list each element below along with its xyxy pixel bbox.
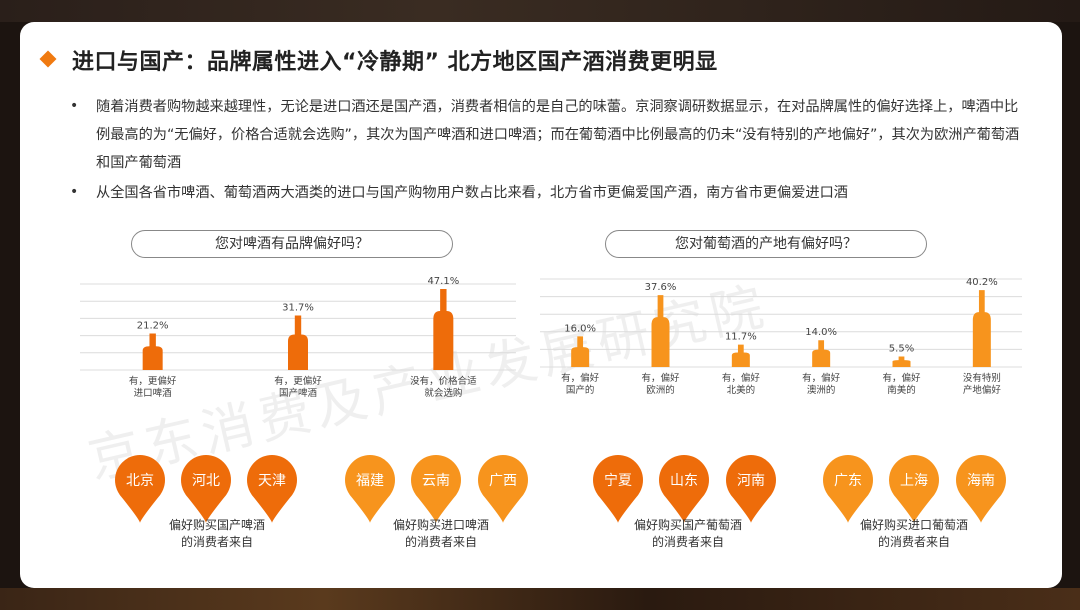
city-label: 广西 <box>489 473 517 489</box>
category-label: 有，偏好 <box>561 372 600 384</box>
data-label: 31.7% <box>282 302 314 313</box>
category-label: 进口啤酒 <box>134 387 173 399</box>
pin-group-caption: 的消费者来自 <box>181 534 253 549</box>
data-label: 14.0% <box>805 327 837 338</box>
category-label: 国产啤酒 <box>279 387 318 399</box>
slide-title: 进口与国产：品牌属性进入“冷静期” 北方地区国产酒消费更明显 <box>72 50 718 75</box>
data-label: 16.0% <box>564 323 596 334</box>
category-label: 北美的 <box>727 384 756 396</box>
bottle-bar-1-4 <box>892 356 911 367</box>
data-label: 5.5% <box>889 343 914 354</box>
city-label: 上海 <box>900 473 928 489</box>
bullet-text-2: 从全国各省市啤酒、葡萄酒两大酒类的进口与国产购物用户数占比来看，北方省市更偏爱国… <box>96 185 848 201</box>
category-label: 产地偏好 <box>963 384 1002 396</box>
category-label: 有，更偏好 <box>274 375 322 387</box>
category-label: 有，偏好 <box>722 372 761 384</box>
map-pin-icon <box>956 455 1006 505</box>
map-pin-icon <box>247 455 297 505</box>
city-label: 河北 <box>192 473 220 489</box>
city-label: 海南 <box>967 473 995 489</box>
bullet-dot-icon: • <box>70 184 79 200</box>
map-pin-icon <box>478 455 528 505</box>
bottle-bar-1-5 <box>972 290 991 367</box>
category-label: 有，偏好 <box>802 372 841 384</box>
map-pin-icon <box>181 455 231 505</box>
map-pin-icon <box>345 455 395 505</box>
city-label: 福建 <box>356 473 384 489</box>
wine-chart-title: 您对葡萄酒的产地有偏好吗？ <box>605 230 927 258</box>
pin-group-caption: 偏好购买国产啤酒 <box>169 517 265 532</box>
bottle-bar-0-0 <box>142 333 163 370</box>
category-label: 南美的 <box>887 384 916 396</box>
category-label: 澳洲的 <box>807 384 836 396</box>
pin-group-caption: 的消费者来自 <box>652 534 724 549</box>
category-label: 没有特别 <box>963 372 1001 384</box>
data-label: 37.6% <box>645 282 677 293</box>
city-label: 宁夏 <box>604 472 632 489</box>
category-label: 有，更偏好 <box>129 375 177 387</box>
pin-group-caption: 的消费者来自 <box>405 534 477 549</box>
city-label: 北京 <box>126 473 154 489</box>
background-bottom-strip <box>0 588 1080 610</box>
bullet-dot-icon: • <box>70 98 79 114</box>
data-label: 11.7% <box>725 332 757 343</box>
beer-chart-title: 您对啤酒有品牌偏好吗？ <box>131 230 453 258</box>
data-label: 47.1% <box>427 276 459 287</box>
category-label: 有，偏好 <box>641 372 680 384</box>
bullet-text-1: 随着消费者购物越来越理性，无论是进口酒还是国产酒，消费者相信的是自己的味蕾。京洞… <box>96 99 1020 171</box>
pin-group-caption: 偏好购买进口葡萄酒 <box>860 517 968 532</box>
map-pin-icon <box>593 455 643 505</box>
map-pin-icon <box>115 455 165 505</box>
pin-group-caption: 偏好购买进口啤酒 <box>393 517 489 532</box>
category-label: 没有，价格合适 <box>410 375 477 387</box>
background-top-strip <box>0 0 1080 22</box>
city-label: 河南 <box>737 473 765 489</box>
category-label: 欧洲的 <box>646 384 675 396</box>
bottle-bar-1-0 <box>571 336 590 367</box>
city-label: 天津 <box>258 473 286 489</box>
city-label: 云南 <box>422 473 450 489</box>
bottle-bar-0-2 <box>433 288 454 370</box>
data-label: 21.2% <box>137 321 169 332</box>
map-pin-icon <box>823 455 873 505</box>
category-label: 有，偏好 <box>882 372 921 384</box>
bottle-bar-1-1 <box>651 295 670 367</box>
bottle-bar-1-2 <box>731 344 750 367</box>
map-pin-icon <box>889 455 939 505</box>
map-pin-icon <box>726 455 776 505</box>
city-label: 山东 <box>670 473 698 489</box>
map-pin-icon <box>659 455 709 505</box>
pin-group-caption: 的消费者来自 <box>878 534 950 549</box>
category-label: 国产的 <box>566 384 595 396</box>
data-label: 40.2% <box>966 277 998 288</box>
bottle-bar-1-3 <box>812 340 831 367</box>
pin-group-caption: 偏好购买国产葡萄酒 <box>634 517 742 532</box>
category-label: 就会选购 <box>424 387 462 399</box>
city-label: 广东 <box>834 473 862 489</box>
map-pin-icon <box>411 455 461 505</box>
bottle-bar-0-1 <box>288 315 308 370</box>
